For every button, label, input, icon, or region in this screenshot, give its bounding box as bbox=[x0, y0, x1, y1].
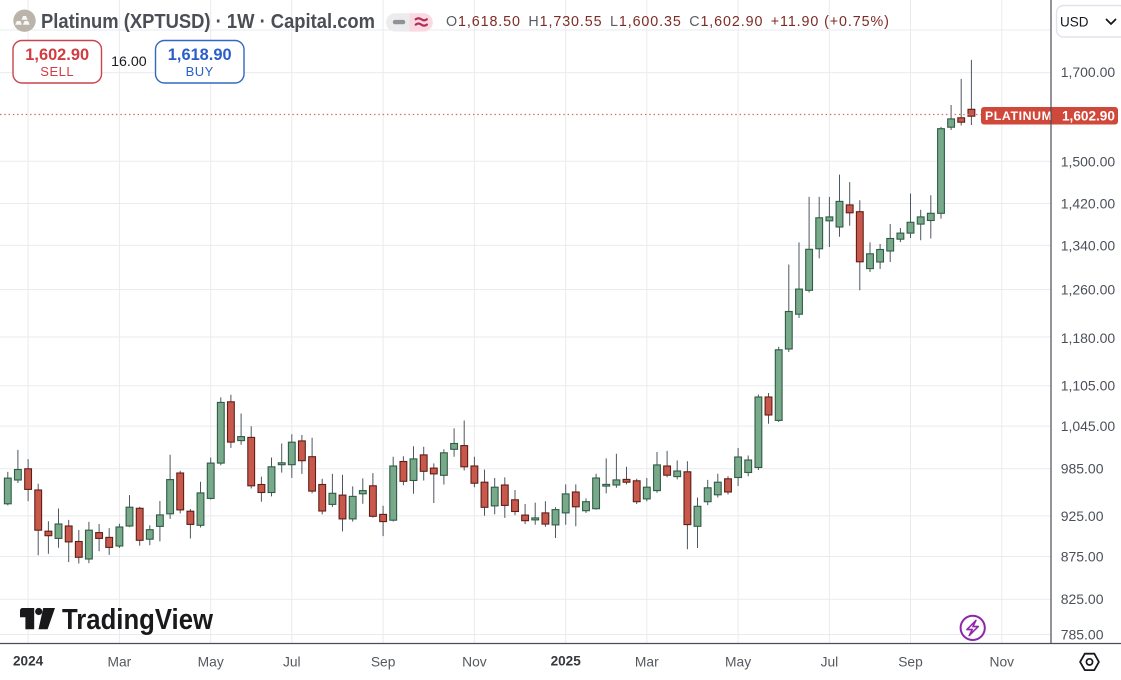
svg-text:Jul: Jul bbox=[283, 654, 301, 669]
svg-text:May: May bbox=[725, 654, 751, 669]
svg-text:1,340.00: 1,340.00 bbox=[1061, 237, 1116, 253]
svg-text:825.00: 825.00 bbox=[1061, 591, 1104, 607]
svg-text:Nov: Nov bbox=[462, 654, 487, 669]
svg-text:USD: USD bbox=[1060, 14, 1089, 29]
svg-text:925.00: 925.00 bbox=[1061, 508, 1104, 524]
svg-text:1,420.00: 1,420.00 bbox=[1061, 196, 1116, 212]
svg-text:1,045.00: 1,045.00 bbox=[1061, 418, 1116, 434]
svg-text:Jul: Jul bbox=[821, 654, 839, 669]
svg-text:Nov: Nov bbox=[990, 654, 1015, 669]
svg-text:Mar: Mar bbox=[635, 654, 659, 669]
svg-text:2025: 2025 bbox=[551, 654, 582, 669]
svg-text:Platinum (XPTUSD) · 1W · Capit: Platinum (XPTUSD) · 1W · Capital.com bbox=[41, 11, 375, 33]
svg-text:1,180.00: 1,180.00 bbox=[1061, 330, 1116, 346]
svg-text:785.00: 785.00 bbox=[1061, 627, 1104, 643]
svg-text:Mar: Mar bbox=[108, 654, 132, 669]
svg-text:SELL: SELL bbox=[40, 64, 74, 79]
svg-text:TradingView: TradingView bbox=[62, 604, 213, 636]
svg-text:985.00: 985.00 bbox=[1061, 461, 1104, 477]
svg-text:16.00: 16.00 bbox=[111, 54, 147, 70]
svg-text:BUY: BUY bbox=[186, 64, 214, 79]
svg-text:1,700.00: 1,700.00 bbox=[1061, 64, 1116, 80]
svg-text:Sep: Sep bbox=[898, 654, 923, 669]
svg-text:1,500.00: 1,500.00 bbox=[1061, 153, 1116, 169]
svg-text:2024: 2024 bbox=[13, 654, 44, 669]
svg-text:875.00: 875.00 bbox=[1061, 549, 1104, 565]
svg-text:PLATINUM: PLATINUM bbox=[985, 109, 1052, 123]
svg-text:Sep: Sep bbox=[371, 654, 396, 669]
svg-text:1,602.90: 1,602.90 bbox=[1062, 108, 1115, 123]
svg-text:May: May bbox=[198, 654, 224, 669]
svg-text:1,602.90: 1,602.90 bbox=[25, 46, 89, 64]
svg-text:1,105.00: 1,105.00 bbox=[1061, 378, 1116, 394]
svg-text:1,618.90: 1,618.90 bbox=[168, 46, 232, 64]
svg-text:1,260.00: 1,260.00 bbox=[1061, 282, 1116, 298]
